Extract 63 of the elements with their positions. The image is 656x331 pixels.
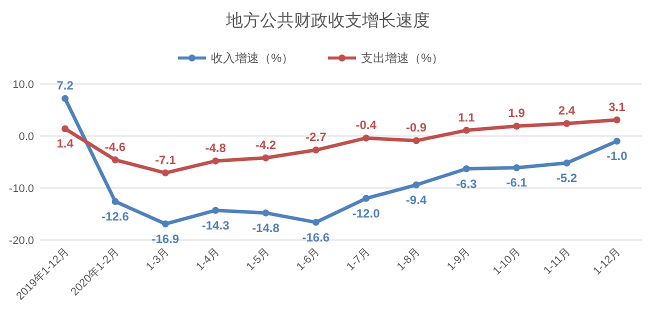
point	[563, 120, 570, 128]
data-label: -14.3	[202, 218, 230, 232]
data-label: 3.1	[608, 100, 626, 114]
point	[513, 164, 520, 172]
point	[112, 156, 119, 164]
data-label: -9.4	[406, 192, 427, 207]
y-tick-label: -10.0	[8, 183, 34, 195]
data-label: -4.2	[255, 138, 276, 152]
point	[162, 169, 169, 176]
data-label: -5.2	[556, 171, 578, 186]
x-tick-label: 1-11月	[542, 246, 573, 277]
data-label: 1.1	[458, 110, 476, 124]
data-label: -14.8	[252, 220, 280, 235]
point	[513, 122, 520, 130]
data-label: -2.7	[306, 130, 327, 144]
data-label: -16.9	[152, 232, 180, 246]
data-label: -7.1	[155, 152, 176, 167]
point	[563, 160, 570, 167]
point	[362, 194, 370, 202]
data-label: -1.0	[606, 149, 628, 164]
data-label: 1.9	[508, 106, 526, 120]
data-label: -0.9	[406, 120, 427, 135]
point	[112, 198, 119, 206]
point	[412, 137, 420, 144]
point	[262, 209, 270, 216]
point	[312, 146, 320, 154]
point	[212, 206, 220, 214]
point	[62, 125, 69, 132]
point	[412, 181, 420, 188]
data-label: 1.4	[56, 136, 74, 151]
x-tick-label: 1-4月	[194, 246, 222, 274]
legend-label: 收入增速（%）	[211, 51, 294, 65]
data-label: 2.4	[558, 104, 576, 118]
data-label: -12.0	[352, 206, 380, 220]
legend-label: 支出增速（%）	[361, 51, 444, 65]
point	[262, 154, 270, 162]
chart-title: 地方公共财政收支增长速度	[225, 11, 430, 30]
x-tick-label: 1-3月	[144, 246, 172, 274]
y-tick-label: 10.0	[12, 79, 34, 91]
point	[162, 220, 169, 228]
x-tick-label: 1-6月	[294, 246, 322, 274]
data-label: -4.6	[104, 140, 126, 154]
data-label: -12.6	[102, 210, 130, 224]
y-tick-label: -20.0	[8, 235, 34, 247]
data-label: -6.1	[506, 176, 528, 190]
data-label: -0.4	[356, 118, 377, 132]
point	[462, 126, 470, 134]
data-label: 7.2	[56, 78, 74, 93]
x-tick-label: 1-8月	[394, 246, 422, 274]
data-label: -16.6	[302, 230, 330, 244]
point	[312, 218, 320, 226]
point	[62, 95, 69, 102]
point	[613, 138, 620, 145]
point	[462, 165, 470, 172]
y-tick-label: 0.0	[18, 131, 34, 143]
point	[613, 116, 620, 124]
data-label: -4.8	[205, 140, 226, 155]
x-tick-label: 1-7月	[344, 246, 372, 274]
point	[212, 157, 220, 164]
x-tick-label: 1-9月	[445, 246, 473, 274]
data-label: -6.3	[456, 176, 478, 191]
x-tick-label: 1-5月	[244, 246, 272, 274]
point	[362, 134, 370, 142]
